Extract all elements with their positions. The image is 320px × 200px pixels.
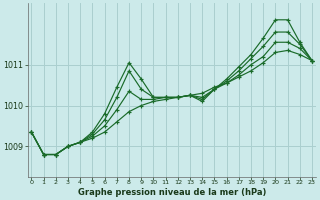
X-axis label: Graphe pression niveau de la mer (hPa): Graphe pression niveau de la mer (hPa) bbox=[77, 188, 266, 197]
